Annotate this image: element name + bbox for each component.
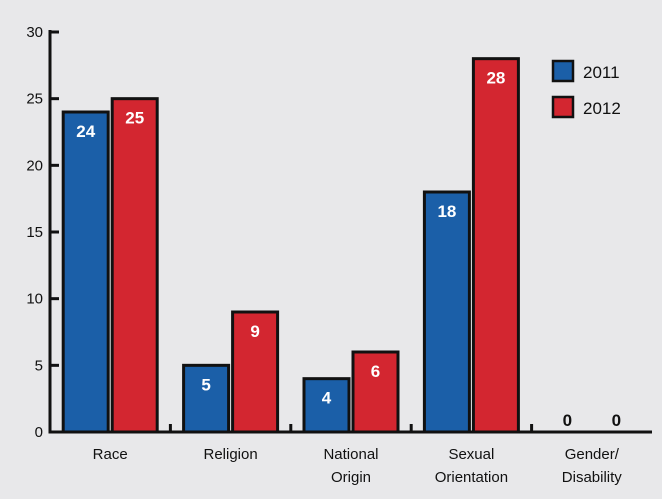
data-label-2011-4: 0 (563, 411, 572, 430)
bar-2012-2 (351, 350, 400, 434)
category-label-4-1: Disability (562, 469, 623, 486)
data-label-2012-1: 9 (250, 322, 259, 341)
y-tick-label-30: 30 (26, 24, 43, 41)
category-label-4-0: Gender/ (565, 446, 620, 463)
category-label-3-1: Orientation (435, 469, 508, 486)
bars: 24 25 5 9 4 6 18 28 0 0 (61, 57, 621, 434)
y-tick-label-10: 10 (26, 291, 43, 308)
data-label-2011-0: 24 (76, 122, 95, 141)
data-label-2012-2: 6 (371, 362, 380, 381)
data-label-2011-1: 5 (201, 375, 210, 394)
category-label-2-1: Origin (331, 469, 371, 486)
bar-2012-3 (471, 57, 520, 434)
bar-2011-1 (182, 363, 231, 434)
data-label-2011-3: 18 (437, 202, 456, 221)
legend-label-2011: 2011 (583, 63, 620, 82)
legend-label-2012: 2012 (583, 99, 621, 118)
y-tick-label-15: 15 (26, 224, 43, 241)
y-axis: 0 5 10 15 20 25 30 (26, 24, 59, 441)
data-label-2012-4: 0 (612, 411, 621, 430)
category-label-1-0: Religion (203, 446, 257, 463)
bar-2011-0 (61, 110, 110, 434)
y-tick-label-25: 25 (26, 91, 43, 108)
category-label-2-0: National (323, 446, 378, 463)
bar-2011-2 (302, 377, 351, 434)
bar-2011-3 (422, 190, 471, 434)
legend: 2011 2012 (551, 59, 621, 119)
y-tick-label-20: 20 (26, 157, 43, 174)
legend-swatch-2012 (551, 95, 575, 119)
category-label-0-0: Race (93, 446, 128, 463)
data-label-2012-3: 28 (486, 69, 505, 88)
legend-swatch-2011 (551, 59, 575, 83)
data-label-2012-0: 25 (125, 109, 144, 128)
bar-2012-0 (110, 97, 159, 434)
bar-2012-1 (231, 310, 280, 434)
category-label-3-0: Sexual (448, 446, 494, 463)
data-label-2011-2: 4 (322, 389, 332, 408)
y-tick-label-0: 0 (35, 424, 43, 441)
y-tick-label-5: 5 (35, 357, 43, 374)
